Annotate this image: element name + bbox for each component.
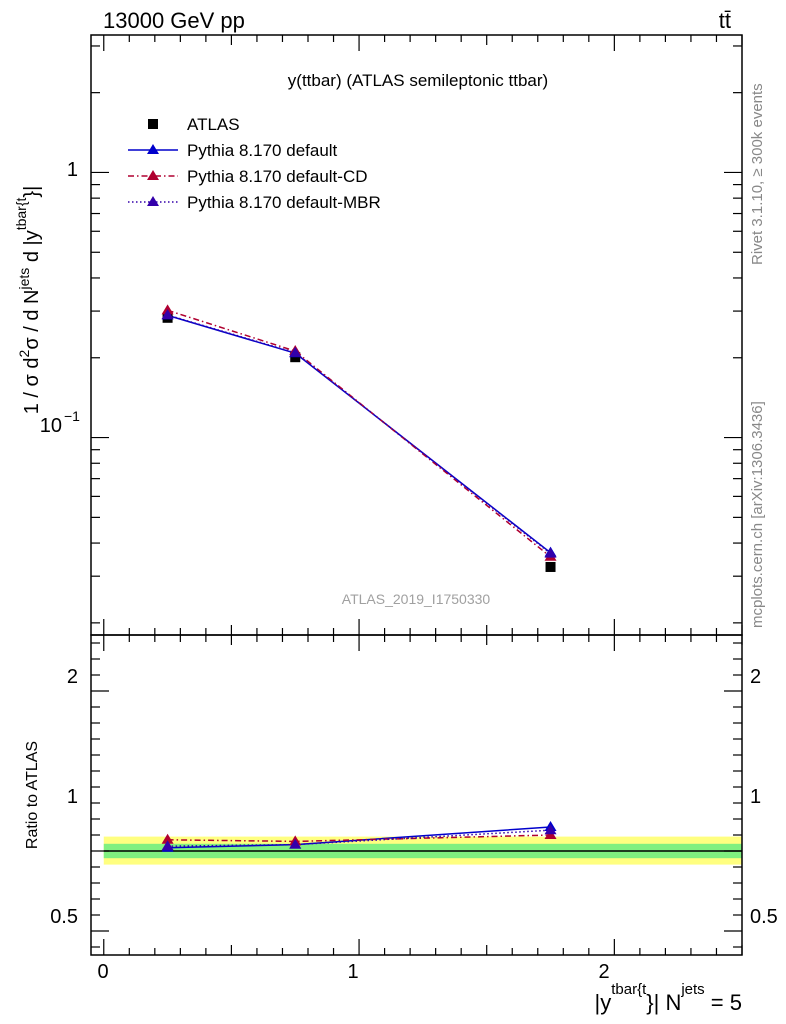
xtick-label-1: 1 (347, 961, 358, 983)
ratio-series-point-2 (161, 833, 174, 844)
rivet-label: Rivet 3.1.10, ≥ 300k events (749, 83, 766, 265)
header-process: tt̄ (719, 8, 731, 33)
plot-title: y(ttbar) (ATLAS semileptonic ttbar) (288, 71, 548, 90)
ratio-ytick-right-1: 1 (750, 786, 761, 808)
ratio-uncertainty-band (103, 836, 742, 865)
main-series-point-3 (544, 547, 557, 558)
main-series-point-3 (289, 346, 302, 357)
xlabel-post: = 5 (705, 990, 742, 1015)
legend: ATLAS Pythia 8.170 default Pythia 8.170 … (128, 115, 381, 212)
xtick-label-2: 2 (598, 961, 609, 983)
legend-marker-default-cd (147, 170, 159, 180)
legend-label-default-cd: Pythia 8.170 default-CD (187, 167, 368, 186)
main-ytick-label-1: 1 (67, 159, 78, 181)
xtick-label-0: 0 (97, 961, 108, 983)
legend-entry-default-cd: Pythia 8.170 default-CD (128, 167, 368, 186)
ratio-series-line-2 (167, 834, 551, 843)
main-ytick-label-0.1-base: 10 (40, 415, 62, 437)
xlabel-pre: |y (595, 990, 612, 1015)
main-ylabel-mid: σ / d N (21, 290, 43, 350)
ratio-series-point-3 (161, 840, 174, 851)
ratio-series-point-3 (289, 838, 302, 849)
atlas-data-point (545, 561, 556, 572)
main-ytick-label-0.1: 10 (40, 415, 62, 437)
main-data-marks (161, 304, 557, 572)
main-series-line-3 (167, 314, 551, 555)
main-ytick-label-0.1-exp: −1 (64, 408, 80, 424)
legend-entry-default-mbr: Pythia 8.170 default-MBR (128, 193, 381, 212)
xlabel-mid: }| N (646, 990, 681, 1015)
main-series-point-3 (161, 308, 174, 319)
xlabel-sup1: tbar{t (611, 981, 647, 998)
xlabel-sup2: jets (680, 981, 704, 998)
main-series-line-2 (167, 309, 551, 558)
mcplots-label: mcplots.cern.ch [arXiv:1306.3436] (749, 401, 766, 628)
main-ylabel-sup2: jets (16, 268, 32, 291)
legend-entry-default: Pythia 8.170 default (128, 141, 338, 160)
ratio-ytick-right-0.5: 0.5 (750, 906, 778, 928)
ratio-ylabel: Ratio to ATLAS (24, 741, 41, 849)
ratio-series-point-3 (544, 824, 557, 835)
main-ylabel-sup1: 2 (16, 349, 32, 357)
main-ylabel-post: d |y (21, 230, 43, 267)
main-ylabel-sup3: tbar{t (13, 197, 29, 230)
main-series-line-1 (167, 314, 551, 554)
ratio-ytick-right-2: 2 (750, 666, 761, 688)
legend-label-default-mbr: Pythia 8.170 default-MBR (187, 193, 381, 212)
legend-marker-atlas (148, 119, 158, 129)
legend-marker-default (147, 144, 159, 154)
header-energy: 13000 GeV pp (103, 8, 245, 33)
ratio-ytick-left-0.5: 0.5 (50, 906, 78, 928)
ratio-panel: Ratio to ATLAS 2 1 0.5 2 1 0.5 0 1 2 |yt… (24, 634, 778, 1015)
main-panel: y(ttbar) (ATLAS semileptonic ttbar) ATLA… (13, 34, 743, 636)
ratio-plot-area (90, 634, 743, 956)
ratio-axis-ticks (91, 635, 743, 955)
main-axis-ticks (91, 35, 743, 635)
main-ylabel: 1 / σ d2σ / d Njets d |ytbar{t}| (13, 186, 43, 415)
ratio-ytick-left-2: 2 (67, 666, 78, 688)
legend-label-default: Pythia 8.170 default (187, 141, 338, 160)
analysis-watermark: ATLAS_2019_I1750330 (342, 591, 491, 607)
xlabel: |ytbar{t}| Njets = 5 (595, 981, 742, 1015)
ratio-ytick-left-1: 1 (67, 786, 78, 808)
legend-marker-default-mbr (147, 196, 159, 206)
legend-label-atlas: ATLAS (187, 115, 240, 134)
ratio-data-marks (161, 821, 557, 852)
main-ylabel-tail: }| (21, 186, 43, 198)
main-ylabel-pre: 1 / σ d (21, 357, 43, 414)
legend-entry-atlas: ATLAS (148, 115, 240, 134)
